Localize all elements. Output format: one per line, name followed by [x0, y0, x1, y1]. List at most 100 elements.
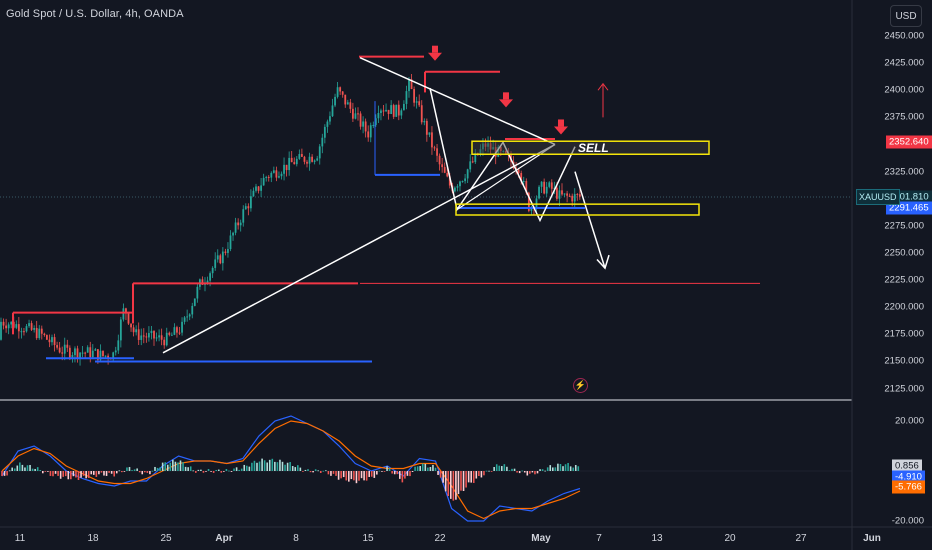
candle-body [543, 181, 546, 194]
histogram-bar [212, 471, 215, 473]
currency-button[interactable]: USD [890, 5, 922, 27]
histogram-bar [172, 459, 174, 471]
candle-body [372, 124, 375, 126]
histogram-bar [572, 467, 574, 471]
histogram-bar [64, 471, 67, 477]
candle-body [148, 333, 150, 338]
histogram-bar [376, 471, 378, 475]
candle-body [405, 91, 408, 104]
histogram-bar [455, 471, 457, 500]
candle-body [492, 147, 495, 150]
candle-body [214, 259, 217, 268]
histogram-bar [470, 471, 472, 483]
candle-body [265, 176, 268, 178]
histogram-bar [151, 470, 154, 472]
histogram-bar [113, 471, 115, 477]
time-axis-tick: 15 [362, 533, 374, 544]
candle-body [502, 150, 505, 152]
candle-body [219, 255, 222, 264]
histogram-bar [381, 471, 383, 472]
candle-body [334, 96, 336, 106]
histogram-bar [498, 465, 501, 471]
candle-body [99, 350, 102, 360]
histogram-bar [195, 471, 197, 473]
histogram-bar [184, 466, 187, 471]
histogram-bar [544, 470, 546, 472]
histogram-bar [317, 470, 319, 472]
candle-body [410, 79, 413, 90]
histogram-bar [409, 471, 411, 477]
histogram-bar [307, 469, 309, 471]
histogram-bar [488, 470, 490, 472]
candle-body [280, 173, 283, 177]
candle-body [267, 176, 270, 178]
lightning-icon[interactable]: ⚡ [573, 378, 588, 393]
candle-body [420, 105, 423, 123]
histogram-bar [95, 471, 98, 477]
candle-body [578, 194, 581, 197]
candle-body [114, 350, 117, 353]
histogram-bar [309, 471, 312, 473]
candle-body [573, 194, 576, 202]
buy-zone [455, 203, 700, 216]
down-arrow-icon [432, 45, 438, 53]
histogram-bar [263, 460, 266, 471]
histogram-bar [419, 466, 421, 471]
trend-line [456, 143, 556, 211]
histogram-bar [434, 467, 437, 471]
histogram-bar [202, 471, 205, 473]
histogram-bar [574, 465, 577, 471]
histogram-bar [327, 471, 330, 475]
down-arrow-icon [503, 92, 509, 100]
drawings-layer [12, 45, 760, 363]
projection-arrow [574, 171, 606, 269]
candle-body [76, 348, 79, 359]
histogram-bar [552, 467, 554, 471]
histogram-bar [110, 471, 113, 474]
candle-body [339, 87, 342, 92]
candle-body [377, 113, 380, 119]
candle-body [308, 156, 311, 164]
candle-body [53, 337, 56, 346]
histogram-bar [105, 471, 108, 476]
candle-body [206, 280, 209, 283]
time-axis-tick: 20 [724, 533, 736, 544]
candle-body [270, 172, 273, 178]
histogram-bar [569, 466, 572, 471]
candle-body [135, 329, 138, 333]
histogram-bar [52, 471, 54, 477]
histogram-bar [258, 461, 261, 471]
candle-body [397, 104, 400, 116]
candle-body [160, 335, 163, 340]
histogram-bar [246, 465, 248, 471]
signal-line-tag: -5.766 [892, 480, 925, 494]
histogram-bar [187, 467, 189, 471]
candle-body [63, 344, 66, 354]
histogram-bar [54, 471, 57, 474]
price-axis-tick: 2275.000 [884, 220, 924, 232]
histogram-bar [536, 471, 539, 474]
candle-body [229, 235, 232, 250]
wave-path [429, 87, 576, 223]
candle-body [367, 131, 370, 138]
histogram-bar [80, 471, 82, 478]
candle-body [89, 347, 92, 358]
candle-body [232, 232, 234, 236]
candle-body [278, 176, 280, 178]
candle-body [293, 162, 296, 165]
candle-body [344, 94, 347, 105]
candle-body [102, 350, 104, 356]
candle-body [392, 105, 395, 117]
histogram-bar [539, 469, 541, 471]
candle-body [362, 121, 364, 127]
candle-body [168, 332, 171, 335]
time-axis-tick: 8 [293, 533, 299, 544]
candle-body [313, 160, 316, 162]
histogram-bar [404, 471, 406, 479]
histogram-bar [36, 467, 39, 471]
trend-line [162, 143, 556, 354]
candle-body [550, 182, 553, 189]
histogram-bar [174, 461, 177, 471]
candle-body [558, 190, 561, 199]
